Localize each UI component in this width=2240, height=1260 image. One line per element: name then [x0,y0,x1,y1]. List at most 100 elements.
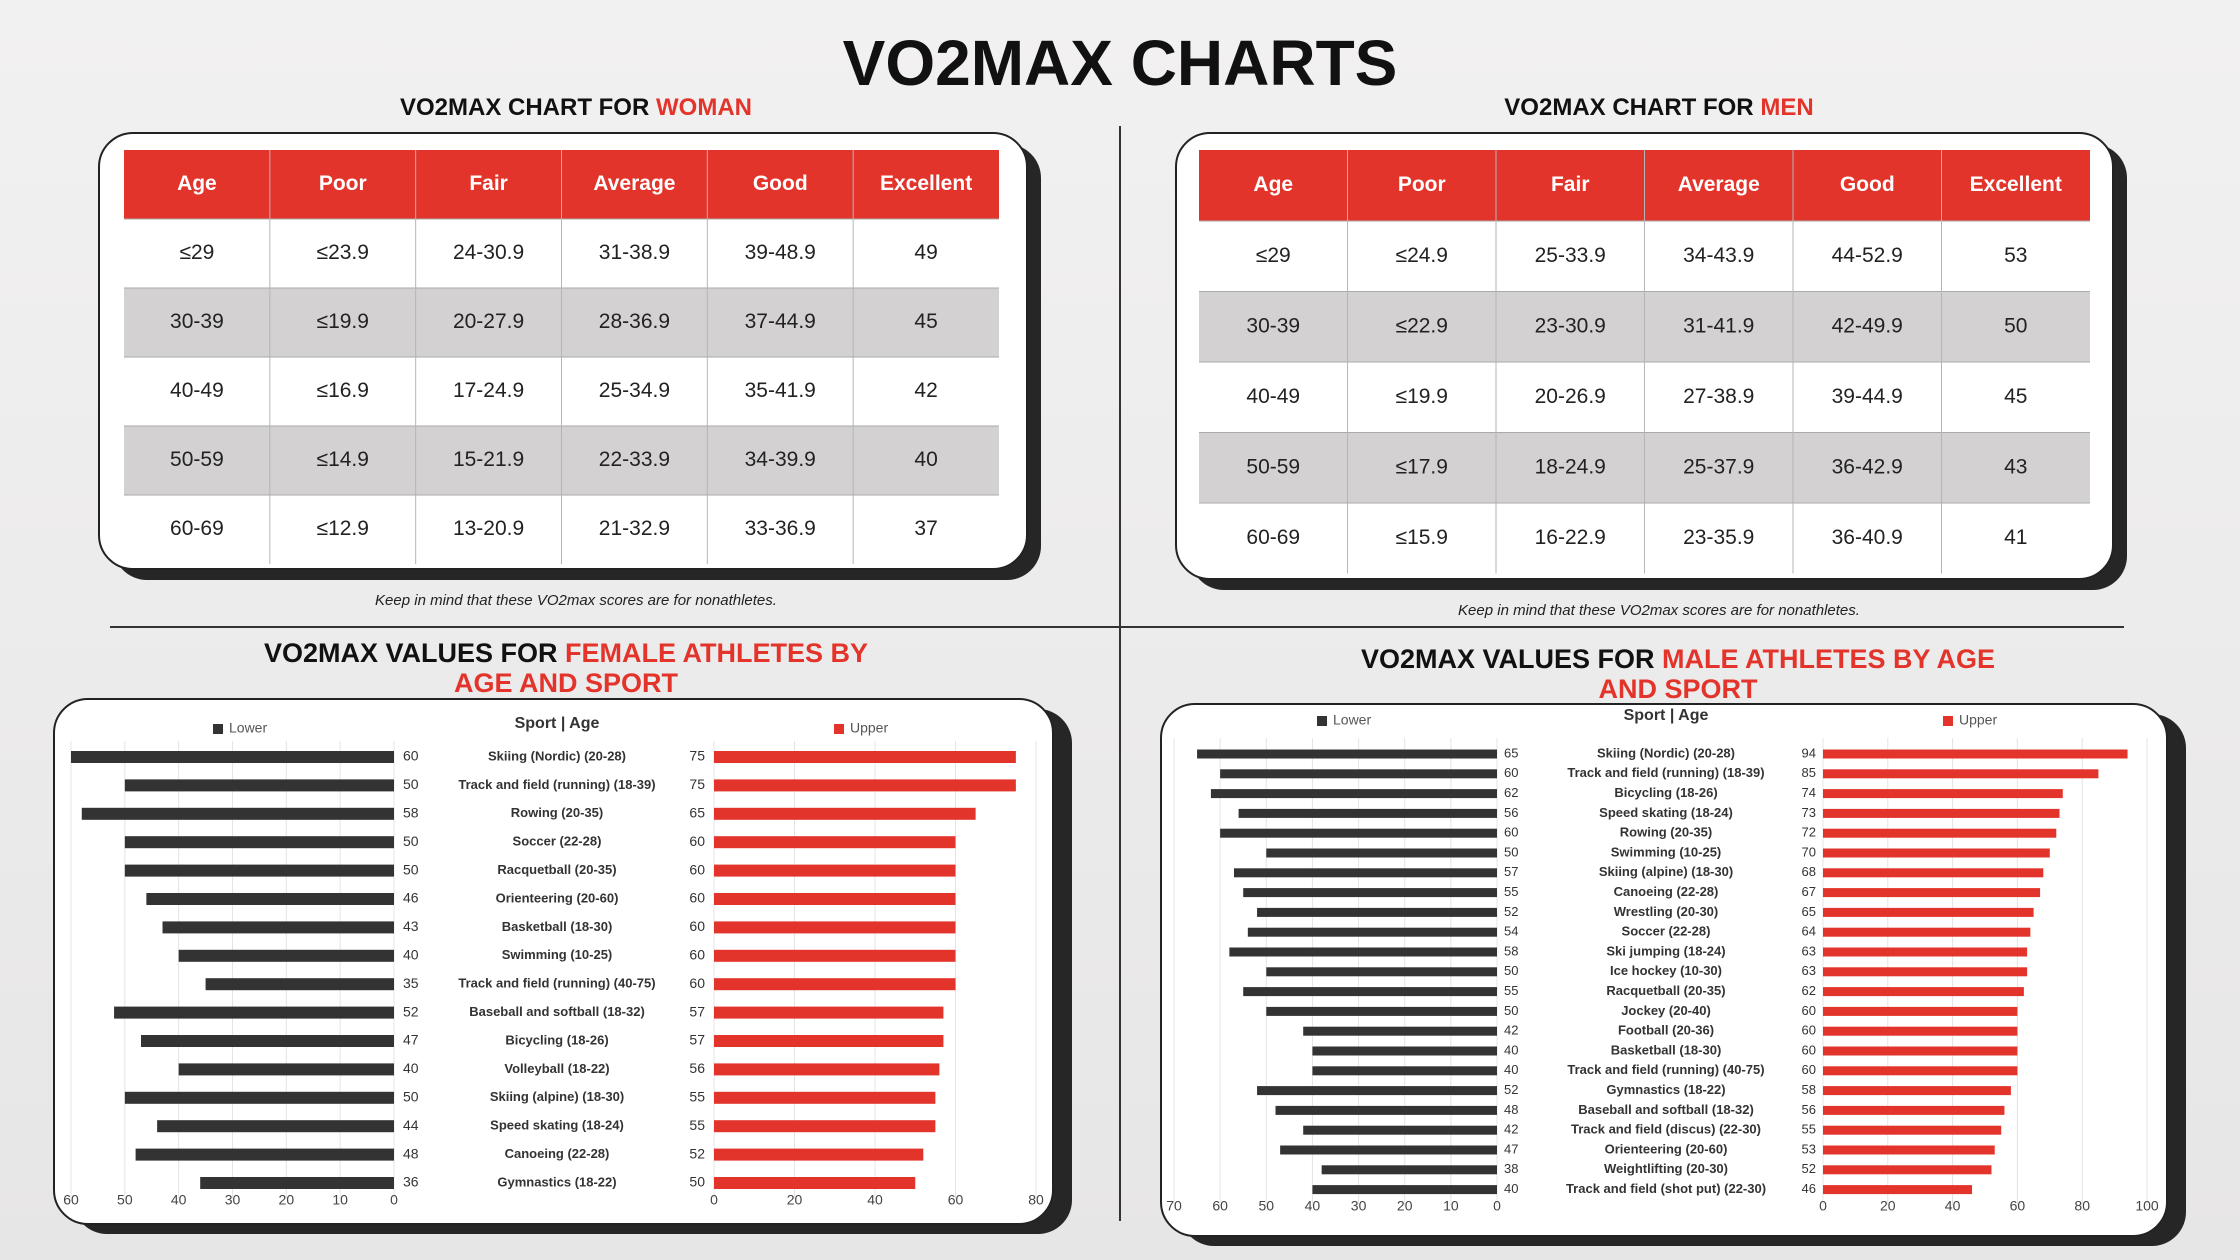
chart-title: VO2MAX VALUES FOR MALE ATHLETES BY AGE AN… [1338,644,2018,704]
bar [114,1006,395,1019]
category-label: Ice hockey (10-30) [1610,963,1722,978]
category-label: Track and field (running) (40-75) [458,976,655,991]
x-tick-label: 40 [171,1192,187,1208]
category-label: Wrestling (20-30) [1614,904,1719,919]
data-label: 60 [689,947,705,963]
page-title: VO2MAX CHARTS [842,27,1398,99]
category-label: Track and field (discus) (22-30) [1571,1122,1761,1137]
bar [1823,947,2028,957]
table-cell: 50-59 [170,448,224,471]
category-label: Swimming (10-25) [502,947,613,962]
table-cell: 18-24.9 [1535,455,1606,478]
table-cell: 30-39 [170,310,224,333]
legend-label: Lower [1333,712,1371,728]
bar [1266,848,1497,858]
bar [1823,1145,1995,1155]
table-cell: 39-48.9 [745,241,816,264]
table-cell: ≤15.9 [1396,526,1448,549]
data-label: 63 [1802,943,1816,958]
table-cell: 40-49 [1246,385,1300,408]
bar [714,1091,936,1104]
table-title: VO2MAX CHART FOR MEN [1359,94,1959,122]
bar [1823,789,2063,799]
column-header: Fair [469,172,508,195]
data-label: 46 [1802,1181,1816,1196]
bar [714,779,1016,792]
data-label: 48 [403,1145,419,1161]
table-cell: 33-36.9 [745,517,816,540]
category-label: Orienteering (20-60) [496,890,619,905]
table-title: VO2MAX CHART FOR WOMAN [276,94,876,122]
category-label: Track and field (running) (18-39) [458,777,655,792]
category-label: Racquetball (20-35) [497,862,616,877]
category-label: Ski jumping (18-24) [1606,943,1725,958]
x-tick-label: 0 [1819,1198,1827,1214]
data-label: 42 [1504,1023,1518,1038]
table-cell: 45 [914,310,937,333]
bar [1312,1046,1497,1056]
bar [714,1148,924,1161]
bar [178,949,394,962]
table-cell: 60-69 [170,517,224,540]
data-label: 55 [689,1089,705,1105]
data-label: 50 [403,1089,419,1105]
bar [140,1035,394,1047]
data-label: 47 [1504,1141,1518,1156]
table-cell: 42 [914,379,937,402]
column-header: Excellent [1970,173,2062,196]
column-header: Poor [1398,173,1446,196]
category-label: Speed skating (18-24) [1599,805,1733,820]
category-label: Baseball and softball (18-32) [1578,1102,1754,1117]
bar [1823,828,2057,838]
column-header: Average [593,172,675,195]
table-cell: 35-41.9 [745,379,816,402]
category-label: Track and field (shot put) (22-30) [1566,1181,1766,1196]
data-label: 52 [403,1003,419,1019]
table-cell: 20-26.9 [1535,385,1606,408]
table-cell: ≤14.9 [317,448,369,471]
data-label: 47 [403,1032,419,1048]
bar [1312,1066,1497,1076]
table-cell: 24-30.9 [453,241,524,264]
data-label: 56 [1504,805,1518,820]
data-label: 58 [1504,943,1518,958]
data-label: 58 [1802,1082,1816,1097]
table-cell: 42-49.9 [1832,314,1903,337]
column-header: Average [1678,173,1760,196]
data-label: 65 [689,805,705,821]
table-cell: 45 [2004,385,2027,408]
data-label: 60 [1802,1042,1816,1057]
data-label: 42 [1504,1122,1518,1137]
bar [162,921,394,934]
data-label: 57 [689,1032,705,1048]
category-label: Soccer (22-28) [513,834,602,849]
bar [1220,828,1497,838]
table-cell: ≤19.9 [1396,385,1448,408]
column-header: Good [753,172,808,195]
x-tick-label: 0 [1493,1198,1501,1214]
table-cell: 25-37.9 [1683,455,1754,478]
x-tick-label: 0 [390,1192,398,1208]
bar [1303,1026,1497,1036]
category-label: Track and field (running) (18-39) [1567,765,1764,780]
table-cell: 36-42.9 [1832,455,1903,478]
data-label: 65 [1504,745,1518,760]
table-cell: 27-38.9 [1683,385,1754,408]
x-tick-label: 0 [710,1192,718,1208]
title-text: VO2MAX CHART FOR [399,94,650,121]
x-tick-label: 60 [948,1192,964,1208]
bar [1823,808,2060,818]
data-label: 57 [1504,864,1518,879]
title-highlight: FEMALE ATHLETES BY AGE AND SPORT [453,638,869,699]
x-tick-label: 80 [1028,1192,1044,1208]
table-cell: 25-34.9 [599,379,670,402]
bar [1210,789,1497,799]
table-cell: 13-20.9 [453,517,524,540]
bar [714,1063,940,1076]
data-label: 40 [1504,1042,1518,1057]
data-label: 52 [1504,1082,1518,1097]
category-label: Swimming (10-25) [1611,844,1722,859]
data-label: 55 [1802,1122,1816,1137]
axis-label: Sport | Age [1624,707,1709,724]
category-label: Soccer (22-28) [1622,924,1711,939]
